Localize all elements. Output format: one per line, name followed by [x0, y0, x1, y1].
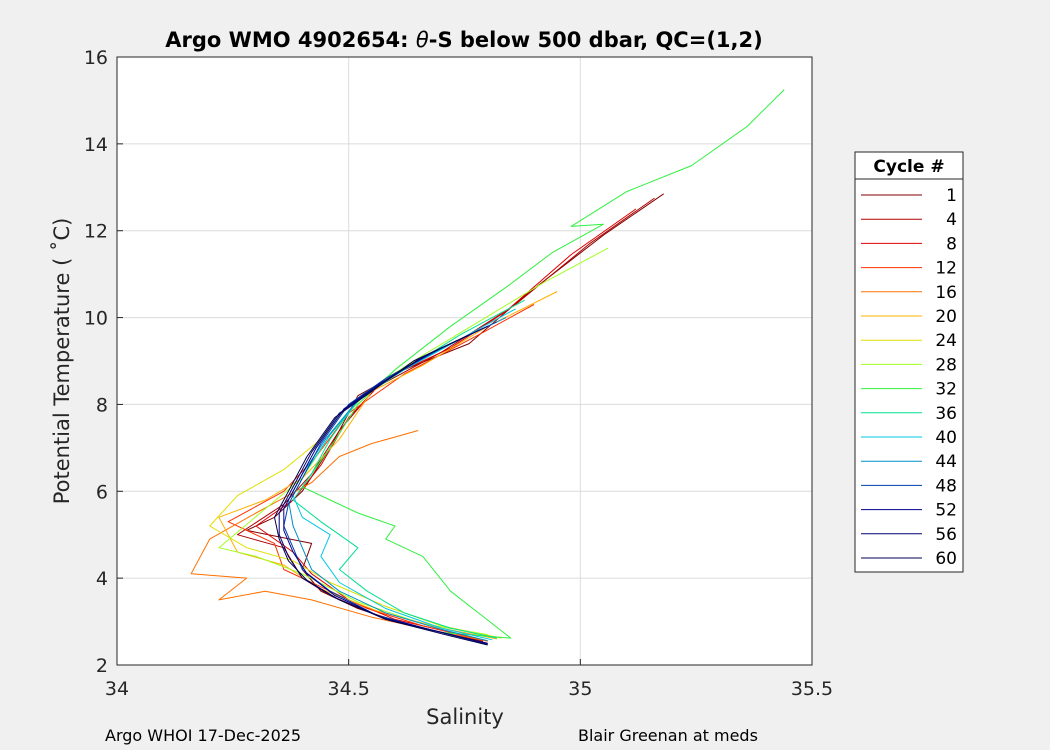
legend-label-cycle-48: 48	[935, 476, 957, 496]
series-line-cycle-60	[274, 334, 488, 646]
legend-label-cycle-60: 60	[935, 549, 957, 569]
series-line-cycle-20	[218, 291, 558, 640]
legend-title: Cycle #	[873, 157, 944, 177]
plot-area	[117, 57, 812, 665]
legend-label-cycle-32: 32	[935, 380, 957, 400]
legend-label-cycle-12: 12	[935, 259, 957, 279]
x-tick-label: 34	[105, 678, 129, 700]
y-tick-label: 16	[84, 47, 108, 69]
legend-label-cycle-52: 52	[935, 501, 957, 521]
y-tick-label: 12	[84, 221, 108, 243]
series-line-cycle-16	[190, 430, 488, 642]
legend-label-cycle-40: 40	[935, 428, 957, 448]
legend-label-cycle-28: 28	[935, 355, 957, 375]
legend-label-cycle-44: 44	[935, 452, 957, 472]
legend-label-cycle-36: 36	[935, 404, 957, 424]
series-line-cycle-32	[301, 89, 785, 639]
x-tick-labels: 34 34.5 35 35.5	[105, 678, 833, 700]
footer-left: Argo WHOI 17-Dec-2025	[105, 726, 301, 745]
legend-label-cycle-16: 16	[935, 283, 957, 303]
y-tick-label: 8	[96, 394, 108, 416]
y-tick-label: 10	[84, 308, 108, 330]
y-tick-label: 14	[84, 134, 108, 156]
y-tick-label: 4	[96, 568, 108, 590]
series-line-cycle-28	[218, 247, 609, 636]
axes-box	[116, 56, 813, 666]
legend-label-cycle-8: 8	[946, 234, 957, 254]
legend-box	[854, 151, 964, 573]
series-line-cycle-12	[227, 304, 535, 640]
series-lines	[190, 89, 785, 646]
y-tick-label: 2	[96, 655, 108, 677]
y-axis-label: Potential Temperature ( ˚C)	[50, 218, 74, 505]
legend-label-cycle-1: 1	[946, 186, 957, 206]
chart-title: Argo WMO 4902654: θ-S below 500 dbar, QC…	[165, 28, 762, 52]
x-tick-label: 35	[568, 678, 592, 700]
y-tick-label: 6	[96, 481, 108, 503]
legend-label-cycle-56: 56	[935, 525, 957, 545]
legend-label-cycle-4: 4	[946, 210, 957, 230]
x-tick-label: 35.5	[791, 678, 833, 700]
legend-label-cycle-24: 24	[935, 331, 957, 351]
series-line-cycle-40	[292, 308, 516, 641]
x-axis-label: Salinity	[426, 705, 504, 729]
legend-label-cycle-20: 20	[935, 307, 957, 327]
x-tick-label: 34.5	[328, 678, 370, 700]
footer-right: Blair Greenan at meds	[578, 726, 758, 745]
y-tick-labels: 2 4 6 8 10 12 14 16	[84, 47, 108, 677]
